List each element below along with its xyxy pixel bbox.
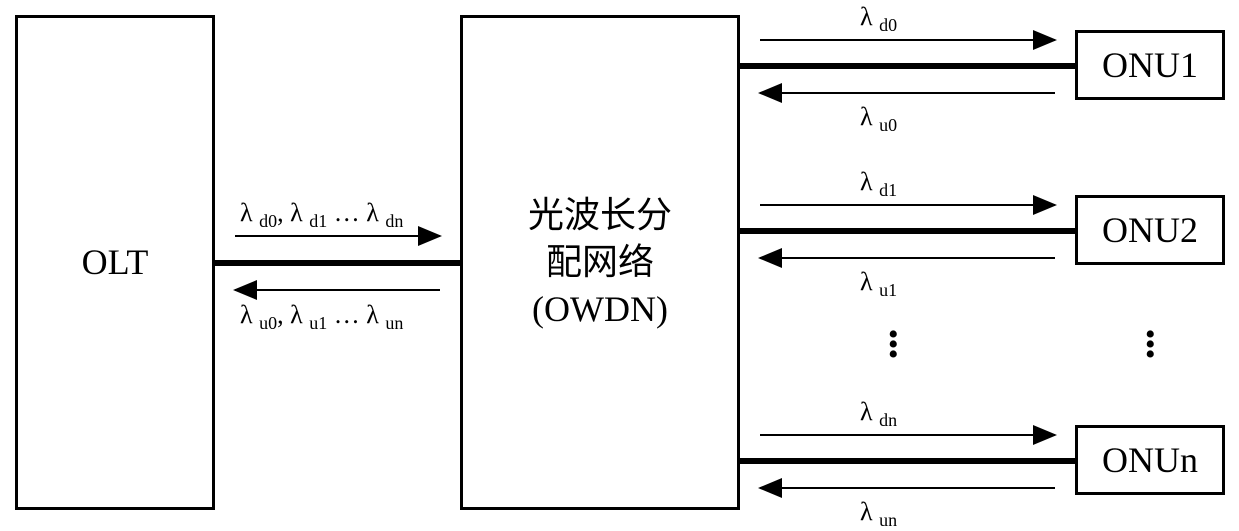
vdots-mid: •••	[888, 330, 898, 360]
arrows-layer	[0, 0, 1239, 531]
onu2-down-label: λ d1	[860, 167, 897, 197]
trunk-down-label: λ d0, λ d1 … λ dn	[240, 198, 403, 228]
onu1-down-label: λ d0	[860, 2, 897, 32]
onu2-up-label: λ u1	[860, 267, 897, 297]
trunk-up-label: λ u0, λ u1 … λ un	[240, 300, 403, 330]
onun-up-label: λ un	[860, 497, 897, 527]
onun-down-label: λ dn	[860, 397, 897, 427]
onu1-up-label: λ u0	[860, 102, 897, 132]
vdots-right: •••	[1145, 330, 1155, 360]
